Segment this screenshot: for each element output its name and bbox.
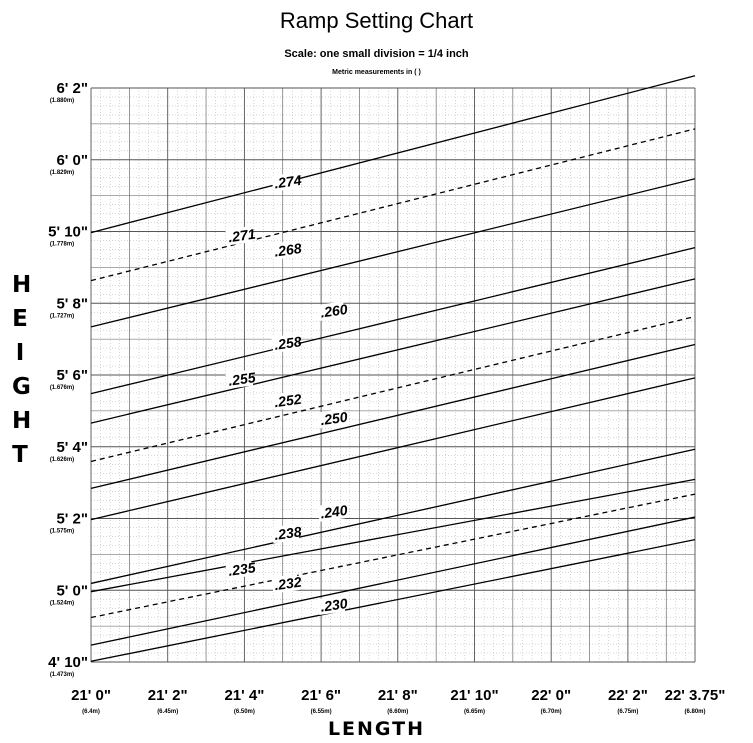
x-tick-metric: (6.70m) — [541, 709, 562, 715]
series-label-bg — [317, 502, 346, 522]
x-tick-label: 21' 10" — [450, 687, 498, 704]
y-tick-metric: (1.676m) — [50, 385, 74, 391]
x-tick-label: 22' 3.75" — [665, 687, 726, 704]
series-label-bg — [271, 333, 300, 354]
y-tick-label: 5' 0" — [56, 582, 88, 599]
series-label-bg — [271, 240, 300, 260]
y-tick-metric: (1.473m) — [50, 672, 74, 678]
series-label: .255 — [227, 369, 256, 389]
series-line — [90, 128, 696, 282]
y-axis-label-letter: G — [12, 374, 31, 400]
series-label: .274 — [273, 172, 302, 192]
series-line — [90, 377, 696, 521]
series-label-bg — [225, 559, 254, 580]
x-tick-metric: (6.75m) — [617, 709, 638, 715]
series-label: .271 — [227, 226, 256, 246]
y-tick-label: 5' 2" — [56, 511, 88, 528]
series-label: .240 — [319, 502, 348, 522]
scale-note: Scale: one small division = 1/4 inch — [284, 48, 469, 60]
series-label-bg — [317, 301, 346, 321]
x-tick-label: 21' 4" — [224, 687, 264, 704]
y-tick-metric: (1.778m) — [50, 242, 74, 248]
y-axis-label-letter: E — [12, 306, 28, 332]
y-axis-label-letter: H — [12, 272, 32, 298]
series-label-bg — [271, 172, 300, 192]
y-tick-label: 5' 10" — [48, 224, 88, 241]
y-tick-label: 5' 8" — [56, 295, 88, 312]
y-tick-label: 5' 6" — [56, 367, 88, 384]
y-tick-label: 4' 10" — [48, 654, 88, 671]
series-line — [90, 247, 696, 395]
y-tick-label: 6' 2" — [56, 80, 88, 97]
x-tick-label: 21' 8" — [378, 687, 418, 704]
x-tick-metric: (6.4m) — [82, 709, 100, 715]
series-label-bg — [271, 523, 300, 544]
series-label: .250 — [319, 409, 348, 429]
series-line — [90, 75, 696, 234]
y-tick-metric: (1.626m) — [50, 457, 74, 463]
metric-note: Metric measurements in ( ) — [332, 69, 421, 76]
y-tick-label: 6' 0" — [56, 152, 88, 169]
y-axis-label-letter: H — [12, 408, 32, 434]
x-tick-metric: (6.50m) — [234, 709, 255, 715]
series-label: .260 — [319, 301, 348, 321]
series-label: .230 — [319, 595, 348, 615]
x-axis-label: LENGTH — [327, 718, 426, 740]
x-tick-label: 21' 0" — [71, 687, 111, 704]
series-line — [90, 539, 696, 662]
series-line — [90, 493, 696, 619]
series-label-bg — [225, 369, 254, 390]
series-label: .232 — [273, 574, 302, 594]
series-label: .268 — [273, 240, 302, 260]
y-tick-metric: (1.727m) — [50, 313, 74, 319]
y-tick-metric: (1.880m) — [50, 98, 74, 104]
series-label: .238 — [273, 523, 302, 543]
x-tick-metric: (6.65m) — [464, 709, 485, 715]
series-line — [90, 315, 696, 463]
y-tick-label: 5' 4" — [56, 439, 88, 456]
series-line — [90, 343, 696, 489]
series-label-bg — [225, 226, 254, 246]
series-label-bg — [271, 391, 300, 411]
series-line — [90, 278, 696, 424]
y-axis-label-letter: I — [15, 340, 25, 366]
series-line — [90, 516, 696, 646]
x-tick-label: 21' 2" — [148, 687, 188, 704]
y-axis-label-letter: T — [12, 442, 28, 468]
series-label-bg — [317, 409, 346, 429]
x-tick-label: 21' 6" — [301, 687, 341, 704]
x-tick-metric: (6.60m) — [387, 709, 408, 715]
x-tick-label: 22' 2" — [608, 687, 648, 704]
x-tick-metric: (6.45m) — [157, 709, 178, 715]
y-tick-metric: (1.829m) — [50, 170, 74, 176]
x-tick-label: 22' 0" — [531, 687, 571, 704]
y-tick-metric: (1.575m) — [50, 529, 74, 535]
series-line — [90, 178, 696, 328]
series-label: .252 — [273, 391, 302, 411]
series-label: .235 — [227, 559, 256, 579]
x-tick-metric: (6.80m) — [684, 709, 705, 715]
y-tick-metric: (1.524m) — [50, 600, 74, 606]
series-label: .258 — [273, 333, 302, 353]
series-label-bg — [317, 595, 346, 616]
x-tick-metric: (6.55m) — [311, 709, 332, 715]
chart-title: Ramp Setting Chart — [279, 8, 474, 33]
series-line — [90, 448, 696, 585]
series-line — [90, 478, 696, 593]
series-label-bg — [271, 574, 300, 594]
